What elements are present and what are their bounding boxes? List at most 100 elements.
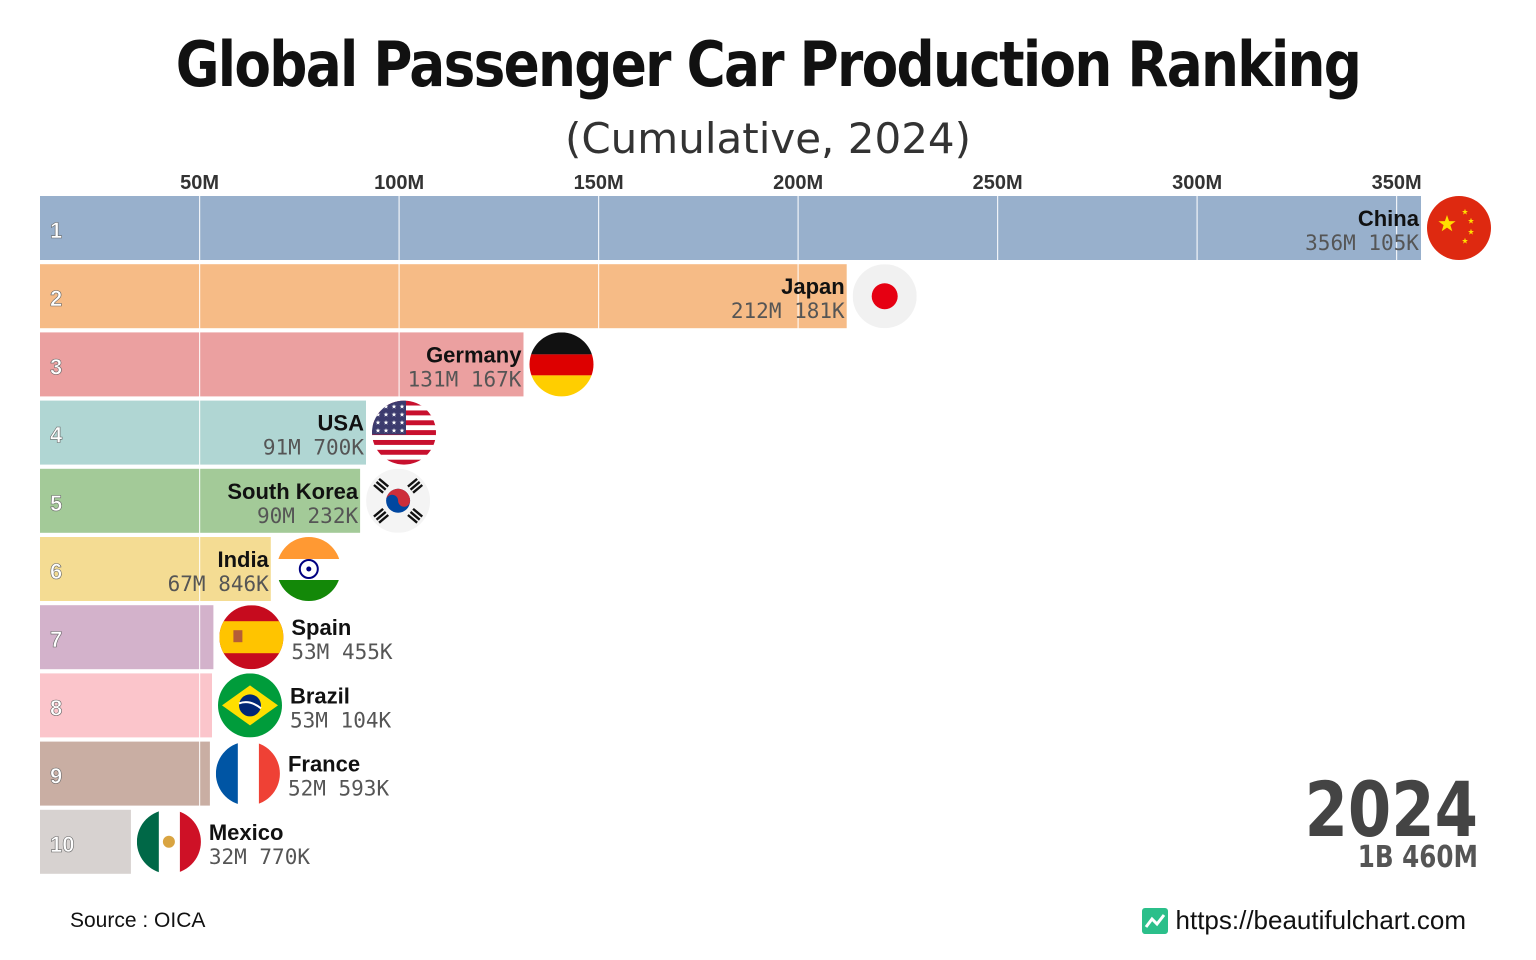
flag-stripe (372, 459, 436, 465)
brazil-flag-icon (218, 673, 282, 738)
rank-label: 6 (50, 559, 62, 584)
flag-star (1462, 237, 1468, 244)
flag-star (383, 404, 389, 409)
flag-stripe (529, 375, 594, 397)
country-label: India (217, 547, 269, 572)
flag-stripe (372, 454, 436, 461)
india-flag-icon (276, 537, 341, 601)
usa-flag-icon-body (372, 400, 436, 465)
bar-mexico[interactable] (40, 809, 131, 874)
flag-trigram (407, 477, 424, 494)
flag-star (375, 428, 381, 433)
flag-stripe (136, 809, 159, 874)
france-flag-icon-body (215, 741, 280, 806)
flag-globe (239, 694, 261, 717)
bar-france[interactable] (40, 741, 210, 806)
japan-flag-icon (852, 264, 917, 329)
bar-spain[interactable] (40, 605, 214, 670)
bar-japan[interactable] (40, 264, 847, 329)
flag-stripe (215, 741, 238, 806)
bar-usa[interactable] (40, 400, 366, 465)
x-tick-label: 250M (973, 172, 1023, 194)
flag-trigram (373, 507, 390, 524)
bar-germany[interactable] (40, 332, 524, 397)
usa-flag-icon (372, 400, 436, 465)
flag-bar (412, 484, 424, 494)
flag-band (238, 701, 262, 710)
south-korea-flag-icon-body (366, 468, 431, 533)
bar-brazil[interactable] (40, 673, 212, 738)
flag-star (391, 420, 397, 425)
flag-star (399, 412, 405, 417)
flag-field (1427, 196, 1491, 260)
rank-label: 4 (50, 423, 63, 448)
website-url: https://beautifulchart.com (1175, 905, 1466, 935)
china-flag-icon (1427, 196, 1491, 260)
spain-flag-icon-body (219, 605, 284, 670)
flag-stripe (276, 537, 341, 559)
flag-trigram (373, 477, 390, 494)
flag-bar (373, 507, 384, 518)
flag-star (383, 420, 389, 425)
bar-china[interactable] (40, 196, 1421, 260)
flag-trigram (407, 507, 424, 524)
flag-chakra-hub (306, 566, 312, 572)
x-tick-label: 200M (773, 172, 823, 194)
flag-canton (372, 400, 406, 435)
india-flag-icon-body (276, 537, 341, 601)
value-label: 356M 105K (1305, 231, 1419, 255)
flag-stripe (372, 444, 436, 451)
country-label: Germany (426, 342, 522, 367)
value-label: 32M 770K (209, 845, 311, 869)
flag-bar (409, 511, 421, 521)
flag-stripe (529, 354, 594, 376)
flag-star (1462, 208, 1468, 215)
china-flag-icon-body (1427, 196, 1491, 260)
flag-star (375, 420, 381, 425)
rank-label: 9 (50, 764, 62, 789)
flag-star (391, 412, 397, 417)
chart-title: Global Passenger Car Production Ranking (175, 28, 1362, 101)
flag-star (375, 412, 381, 417)
flag-taeguk-red (386, 488, 411, 507)
flag-stripe (258, 741, 280, 806)
flag-stripe (529, 332, 594, 355)
germany-flag-icon-body (529, 332, 594, 397)
flag-bar (373, 484, 384, 494)
flag-star (391, 428, 397, 433)
bar-india[interactable] (40, 537, 271, 601)
value-label: 90M 232K (257, 504, 359, 528)
x-tick-label: 350M (1372, 172, 1422, 194)
year-label: 2024 (1305, 766, 1478, 855)
flag-bar (409, 481, 421, 491)
flag-stripe (372, 449, 436, 456)
flag-bar (375, 481, 387, 491)
flag-star (399, 428, 405, 433)
flag-stripe (179, 809, 201, 874)
value-label: 52M 593K (288, 777, 390, 801)
country-label: Mexico (209, 820, 284, 845)
rank-label: 1 (50, 218, 62, 243)
rank-label: 10 (50, 832, 74, 857)
brazil-flag-icon-body (218, 673, 282, 738)
rank-label: 3 (50, 354, 62, 379)
country-label: USA (318, 411, 365, 436)
rank-label: 7 (50, 627, 62, 652)
website-link[interactable]: https://beautifulchart.com (1141, 905, 1466, 936)
country-label: Brazil (290, 683, 350, 708)
country-label: South Korea (227, 479, 359, 504)
rank-label: 8 (50, 695, 62, 720)
japan-flag-icon-body (852, 264, 917, 329)
flag-sun (871, 283, 898, 310)
flag-bar (378, 514, 390, 524)
flag-star (399, 420, 405, 425)
south-korea-flag-icon (366, 468, 431, 533)
value-label: 131M 167K (408, 367, 522, 391)
flag-star (1468, 228, 1474, 235)
flag-star (1438, 215, 1456, 232)
chart-subtitle: (Cumulative, 2024) (564, 114, 972, 163)
france-flag-icon (215, 741, 280, 806)
x-tick-label: 300M (1172, 172, 1222, 194)
value-label: 53M 104K (290, 708, 392, 732)
